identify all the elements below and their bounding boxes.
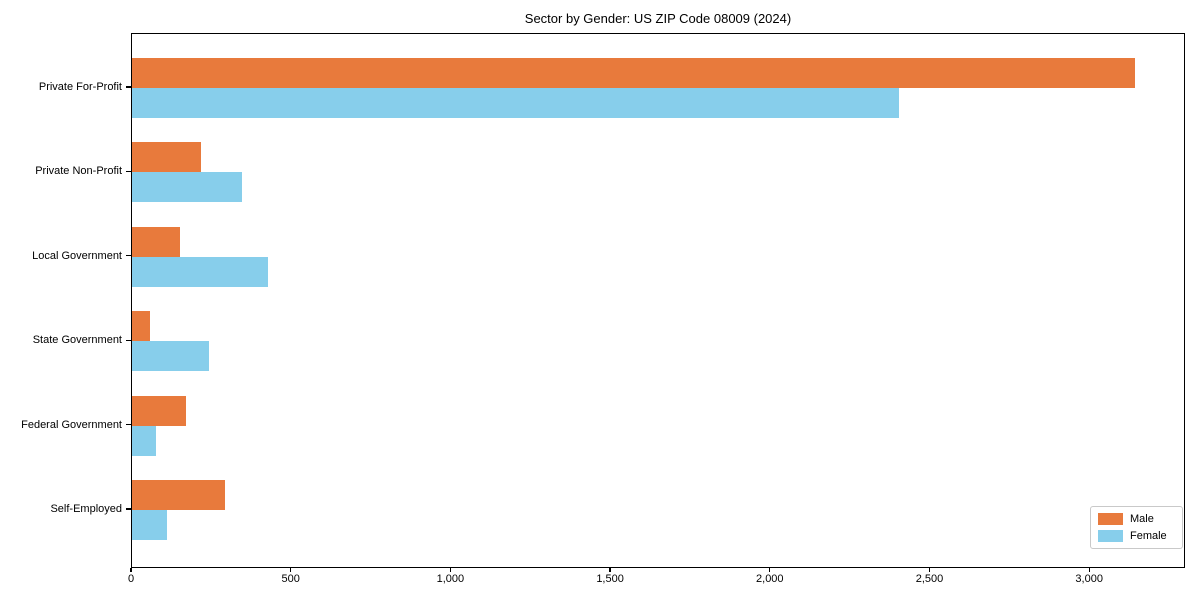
bar-female-state-government [132,341,209,372]
x-tick-mark [449,568,451,572]
bar-female-local-government [132,256,268,287]
bar-female-self-employed [132,510,168,540]
chart-title: Sector by Gender: US ZIP Code 08009 (202… [524,11,792,26]
legend-label-female: Female [1130,530,1167,542]
y-tick-mark [126,424,131,426]
x-tick-mark [928,568,931,572]
legend-swatch-female [1098,530,1123,542]
x-tick-mark [130,568,132,572]
bar-male-private-for-profit [132,58,1135,88]
y-tick-label-state-government: State Government [32,334,122,347]
y-tick-mark [126,86,131,88]
legend-swatch-male [1098,513,1123,525]
legend-item-male: Male [1098,513,1174,525]
x-tick-label-1-500: 1,500 [596,573,624,585]
bar-female-private-non-profit [132,172,243,203]
x-tick-label-2-500: 2,500 [915,573,944,585]
y-tick-label-local-government: Local Government [32,249,122,262]
y-tick-label-federal-government: Federal Government [21,418,122,431]
bar-male-self-employed [132,480,225,510]
bar-female-federal-government [132,425,156,456]
x-tick-label-2-000: 2,000 [756,573,784,585]
y-tick-mark [126,170,131,172]
x-tick-mark [769,568,771,572]
x-tick-label-0: 0 [127,573,135,585]
y-tick-mark [126,255,131,257]
x-tick-label-1-000: 1,000 [436,573,465,585]
y-tick-label-self-employed: Self-Employed [50,503,122,515]
legend: Male Female [1090,506,1183,549]
bar-female-private-for-profit [132,88,899,118]
bar-male-local-government [132,226,180,257]
legend-item-female: Female [1098,530,1174,542]
plot-area [131,33,1185,568]
y-tick-mark [126,339,131,341]
x-tick-mark [1088,568,1090,572]
x-tick-label-3-000: 3,000 [1075,573,1103,585]
bar-male-private-non-profit [132,142,201,173]
legend-label-male: Male [1130,513,1154,525]
bar-male-state-government [132,311,150,342]
x-tick-mark [609,568,611,572]
y-tick-label-private-non-profit: Private Non-Profit [35,165,122,178]
x-tick-label-500: 500 [281,573,300,585]
y-tick-mark [126,508,131,510]
x-tick-mark [290,568,292,572]
y-tick-label-private-for-profit: Private For-Profit [38,81,122,93]
bar-male-federal-government [132,395,187,426]
